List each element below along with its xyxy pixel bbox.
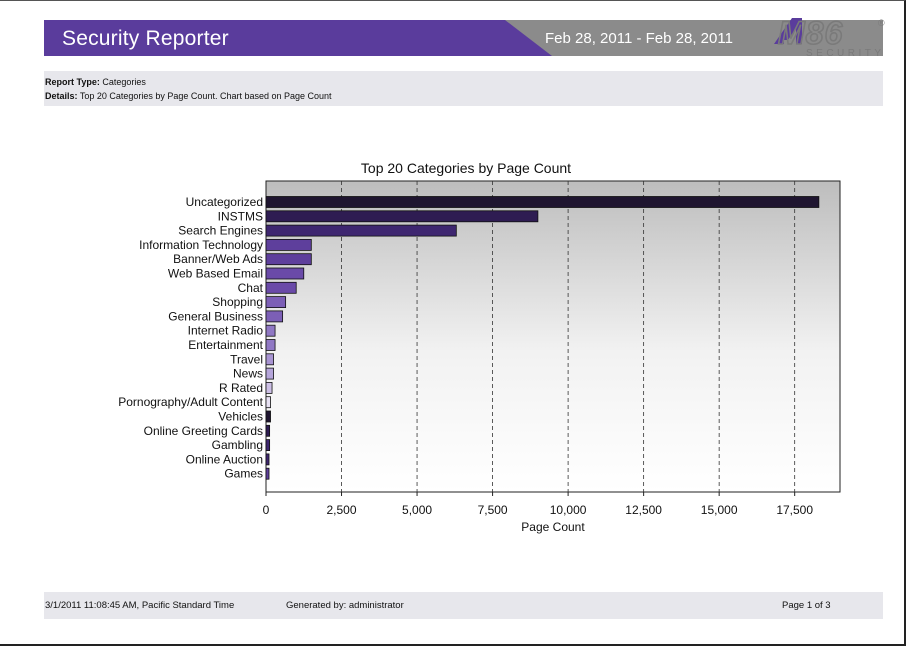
bar (265, 439, 271, 452)
y-category-label: Chat (238, 281, 264, 295)
x-tick-label: 0 (263, 503, 270, 517)
y-category-label: Travel (230, 352, 263, 366)
bar (265, 253, 312, 266)
report-type-value: Categories (102, 77, 146, 87)
bar (265, 353, 274, 366)
report-details-value: Top 20 Categories by Page Count. Chart b… (79, 91, 332, 101)
report-info-box (44, 71, 883, 106)
bar (265, 196, 820, 208)
bar (265, 296, 287, 309)
m86-security-logo: M86 ® SECURITY (774, 14, 885, 59)
x-tick-label: 17,500 (776, 503, 813, 517)
bar (265, 267, 305, 280)
x-tick-label: 5,000 (402, 503, 432, 517)
footer-generated-by: Generated by: administrator (286, 600, 404, 611)
y-category-label: Pornography/Adult Content (118, 395, 263, 409)
x-axis-label: Page Count (521, 520, 585, 534)
y-category-label: Internet Radio (188, 324, 264, 338)
report-details-label: Details: (45, 91, 78, 101)
x-tick-label: 15,000 (701, 503, 738, 517)
y-category-label: Web Based Email (168, 267, 263, 281)
bar (265, 224, 457, 237)
report-footer (44, 592, 883, 619)
y-category-label: News (233, 367, 263, 381)
bar (265, 310, 284, 323)
report-type-line: Report Type: Categories (45, 77, 146, 87)
y-category-label: Games (224, 467, 263, 481)
bar (265, 424, 271, 437)
y-category-label: Search Engines (178, 224, 263, 238)
bar (265, 410, 271, 423)
y-category-label: Shopping (212, 295, 263, 309)
y-category-label: Online Greeting Cards (144, 424, 263, 438)
bar (265, 367, 274, 380)
y-category-label: General Business (168, 309, 263, 323)
bar (265, 339, 276, 351)
bar (265, 324, 276, 337)
y-category-label: Online Auction (186, 452, 263, 466)
bar (265, 381, 273, 394)
y-category-label: Entertainment (188, 338, 263, 352)
bar (265, 238, 312, 251)
logo-main-text: M86 (778, 15, 843, 51)
logo-sub-text: SECURITY (806, 48, 885, 59)
y-category-label: Vehicles (218, 410, 263, 424)
header-banner (44, 20, 559, 56)
bar (265, 453, 270, 466)
bar (265, 467, 270, 480)
bar (265, 281, 297, 294)
report-type-label: Report Type: (45, 77, 100, 87)
y-category-label: Uncategorized (186, 195, 263, 209)
y-category-label: Information Technology (139, 238, 263, 252)
x-tick-label: 7,500 (478, 503, 508, 517)
logo-registered-mark: ® (878, 18, 885, 28)
report-details-line: Details: Top 20 Categories by Page Count… (45, 91, 332, 101)
y-category-label: Gambling (212, 438, 263, 452)
report-app-title: Security Reporter (62, 27, 229, 50)
footer-page-number: Page 1 of 3 (782, 600, 831, 611)
bar (265, 210, 539, 223)
x-tick-label: 12,500 (625, 503, 662, 517)
header-date-band (505, 20, 883, 56)
x-tick-label: 10,000 (550, 503, 587, 517)
footer-timestamp: 3/1/2011 11:08:45 AM, Pacific Standard T… (45, 600, 235, 611)
y-category-label: R Rated (219, 381, 263, 395)
y-category-label: INSTMS (218, 209, 263, 223)
x-tick-label: 2,500 (327, 503, 357, 517)
bar (265, 396, 271, 409)
report-date-range: Feb 28, 2011 - Feb 28, 2011 (545, 30, 733, 47)
chart-title: Top 20 Categories by Page Count (360, 160, 572, 176)
y-category-label: Banner/Web Ads (173, 252, 263, 266)
